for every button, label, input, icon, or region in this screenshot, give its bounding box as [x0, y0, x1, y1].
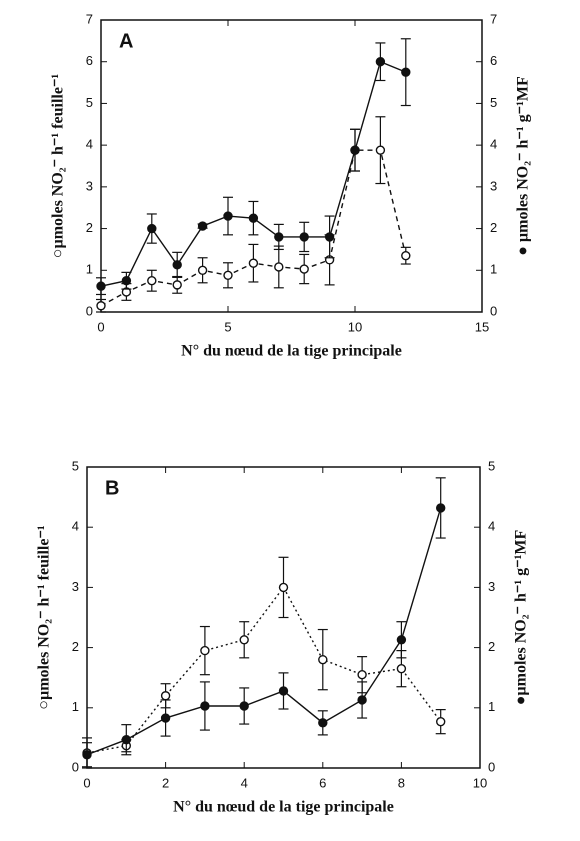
- y-tick-label: 2: [72, 639, 79, 654]
- data-point: [197, 221, 208, 231]
- data-point: [401, 250, 411, 261]
- panel-label: A: [119, 30, 133, 52]
- data-point: [396, 663, 407, 674]
- x-tick-label: 4: [241, 775, 248, 790]
- data-point: [200, 701, 210, 711]
- y-tick-label: 3: [72, 579, 79, 594]
- y2-tick-label: 1: [488, 699, 495, 714]
- data-point: [357, 669, 367, 680]
- y2-tick-label: 0: [488, 759, 495, 774]
- panel-label: B: [105, 477, 119, 499]
- y2-tick-label: 3: [490, 178, 497, 193]
- y-axis-label: ○µmoles NO₂⁻ h⁻¹ feuille⁻¹: [36, 525, 53, 710]
- y-tick-label: 2: [86, 220, 93, 235]
- y2-axis-label: ●µmoles NO₂⁻ h⁻¹ g⁻¹MF: [513, 530, 530, 706]
- data-point: [172, 260, 182, 270]
- data-point: [239, 701, 249, 711]
- y-tick-label: 0: [86, 303, 93, 318]
- x-tick-label: 5: [224, 319, 231, 334]
- data-point: [160, 713, 171, 723]
- data-point: [324, 232, 335, 242]
- data-point: [375, 57, 386, 67]
- plot-frame: [86, 466, 481, 769]
- y2-tick-label: 5: [488, 458, 495, 473]
- x-axis-label: N° du nœud de la tige principale: [173, 799, 394, 816]
- x-tick-label: 10: [348, 319, 362, 334]
- data-point: [172, 280, 182, 290]
- series-line: [86, 586, 442, 754]
- y2-axis-label: ● µmoles NO₂⁻ h⁻¹ g⁻¹MF: [515, 76, 532, 256]
- series-line: [86, 507, 442, 756]
- y-tick-label: 6: [86, 53, 93, 68]
- y-tick-label: 7: [86, 11, 93, 26]
- data-point: [121, 735, 132, 745]
- data-point: [299, 264, 309, 274]
- data-point: [223, 270, 233, 280]
- y2-tick-label: 1: [490, 262, 497, 277]
- data-point: [160, 691, 171, 701]
- data-point: [278, 582, 289, 593]
- data-point: [274, 262, 284, 272]
- x-tick-label: 10: [473, 775, 487, 790]
- y-tick-label: 4: [72, 519, 79, 534]
- x-tick-label: 8: [398, 775, 405, 790]
- y-tick-label: 4: [86, 137, 93, 152]
- data-point: [396, 635, 407, 645]
- data-point: [96, 281, 106, 291]
- data-point: [318, 654, 328, 665]
- data-point: [147, 276, 157, 286]
- y-axis-label: ○µmoles NO₂⁻ h⁻¹ feuille⁻¹: [50, 74, 67, 259]
- y2-tick-label: 6: [490, 53, 497, 68]
- y2-tick-label: 4: [488, 519, 495, 534]
- y-tick-label: 5: [72, 458, 79, 473]
- data-point: [197, 265, 208, 275]
- x-tick-label: 2: [162, 775, 169, 790]
- data-point: [436, 503, 446, 513]
- y-tick-label: 5: [86, 95, 93, 110]
- plot-frame: [100, 19, 483, 313]
- data-point: [96, 301, 106, 311]
- data-point: [299, 232, 309, 242]
- x-axis-label: N° du nœud de la tige principale: [181, 343, 402, 360]
- data-point: [147, 223, 157, 234]
- data-point: [200, 645, 210, 656]
- data-point: [82, 750, 92, 760]
- x-tick-label: 0: [83, 775, 90, 790]
- y2-tick-label: 0: [490, 303, 497, 318]
- data-point: [401, 67, 411, 77]
- data-point: [436, 716, 446, 727]
- data-point: [350, 145, 360, 155]
- y-tick-label: 1: [86, 262, 93, 277]
- y-tick-label: 3: [86, 178, 93, 193]
- data-point: [375, 145, 386, 155]
- y2-tick-label: 7: [490, 11, 497, 26]
- data-point: [121, 276, 132, 286]
- x-tick-label: 15: [475, 319, 489, 334]
- y-tick-label: 0: [72, 759, 79, 774]
- x-tick-label: 0: [97, 319, 104, 334]
- data-point: [239, 635, 249, 645]
- y2-tick-label: 2: [488, 639, 495, 654]
- data-point: [223, 211, 233, 221]
- y2-tick-label: 3: [488, 579, 495, 594]
- x-tick-label: 6: [319, 775, 326, 790]
- data-point: [248, 258, 259, 268]
- data-point: [274, 232, 284, 242]
- data-point: [278, 686, 289, 696]
- y2-tick-label: 2: [490, 220, 497, 235]
- y-tick-label: 1: [72, 699, 79, 714]
- y2-tick-label: 4: [490, 137, 497, 152]
- data-point: [357, 695, 367, 705]
- y2-tick-label: 5: [490, 95, 497, 110]
- data-point: [318, 718, 328, 728]
- data-point: [248, 213, 259, 223]
